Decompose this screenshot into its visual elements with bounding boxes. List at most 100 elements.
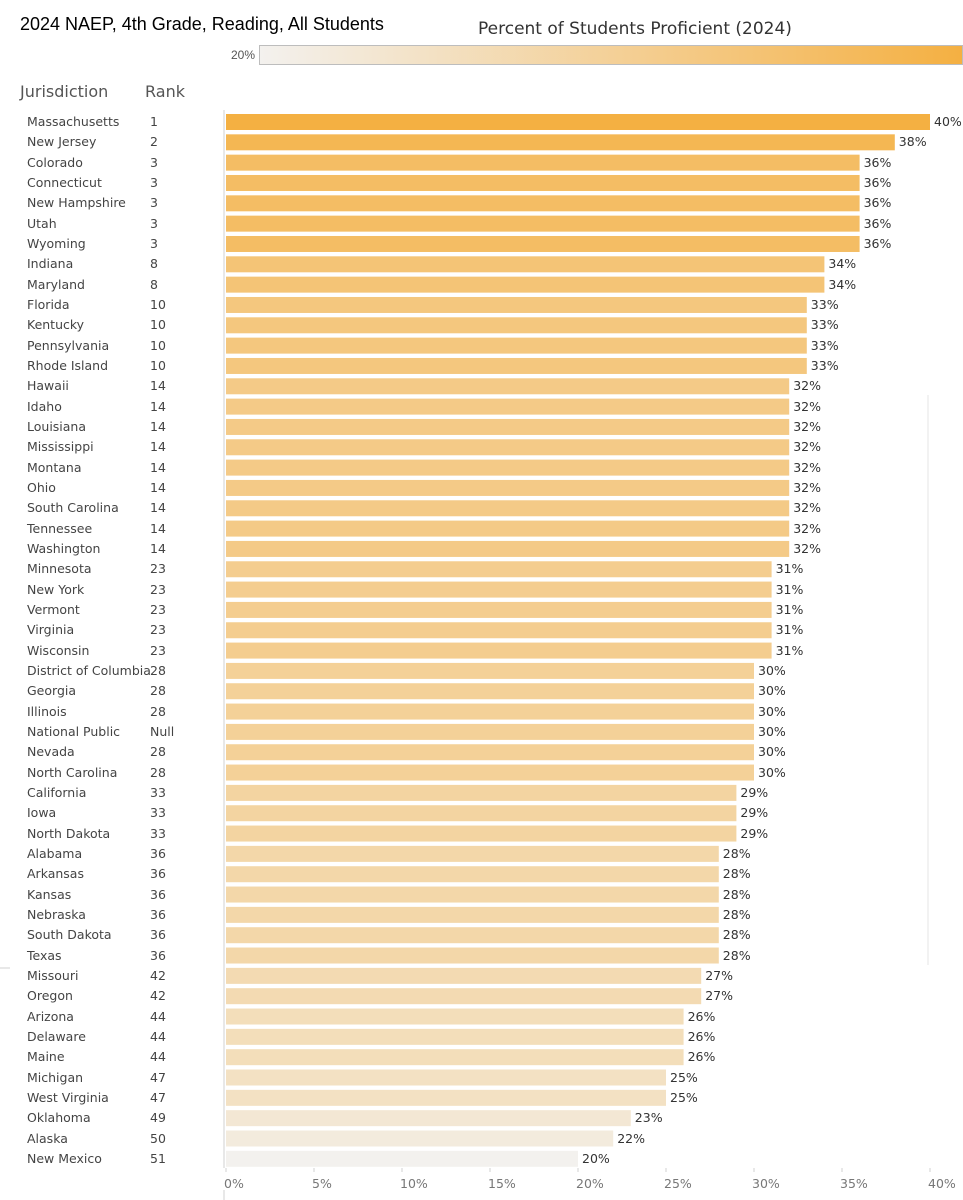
- rank-label: 42: [150, 967, 166, 983]
- jurisdiction-label: Hawaii: [27, 378, 69, 394]
- bar-value-label: 26%: [687, 1028, 716, 1044]
- jurisdiction-label: Montana: [27, 459, 82, 475]
- bar-value-label: 28%: [722, 886, 751, 902]
- rank-label: 10: [150, 317, 166, 333]
- bar-texas: [226, 947, 719, 964]
- rank-label: 3: [150, 195, 158, 211]
- jurisdiction-label: Alaska: [27, 1130, 68, 1146]
- bar-value-label: 32%: [793, 520, 821, 536]
- x-tick-label: 10%: [400, 1176, 428, 1191]
- jurisdiction-label: Oregon: [27, 988, 73, 1004]
- rank-label: 36: [150, 927, 166, 943]
- bar-maryland: [226, 276, 825, 293]
- bar-value-label: 31%: [775, 642, 804, 658]
- rank-label: 23: [150, 622, 166, 638]
- bar-value-label: 32%: [793, 540, 821, 556]
- bar-value-label: 36%: [863, 154, 892, 170]
- bar-idaho: [226, 398, 790, 415]
- bar-value-label: 32%: [793, 439, 821, 455]
- bar-value-label: 27%: [705, 967, 733, 983]
- bar-hawaii: [226, 378, 790, 395]
- jurisdiction-label: Maine: [27, 1049, 65, 1065]
- bar-west-virginia: [226, 1089, 666, 1106]
- x-tick-label: 25%: [664, 1176, 692, 1191]
- bar-value-label: 30%: [758, 683, 786, 699]
- jurisdiction-label: North Carolina: [27, 764, 118, 780]
- bar-value-label: 38%: [898, 134, 927, 150]
- bar-california: [226, 784, 737, 801]
- jurisdiction-label: Mississippi: [27, 439, 94, 455]
- bar-wisconsin: [226, 642, 772, 659]
- rank-label: 44: [150, 1008, 166, 1024]
- bar-north-dakota: [226, 825, 737, 842]
- rank-label: 28: [150, 703, 166, 719]
- bar-value-label: 33%: [810, 296, 839, 312]
- bar-washington: [226, 540, 790, 557]
- rank-label: Null: [150, 723, 175, 739]
- jurisdiction-label: Louisiana: [27, 418, 87, 434]
- bar-north-carolina: [226, 764, 754, 781]
- bar-value-label: 34%: [828, 276, 857, 292]
- bar-value-label: 30%: [758, 703, 786, 719]
- jurisdiction-label: Illinois: [27, 703, 67, 719]
- jurisdiction-label: Washington: [27, 540, 101, 556]
- bar-minnesota: [226, 561, 772, 578]
- bar-value-label: 30%: [758, 764, 786, 780]
- jurisdiction-label: Wisconsin: [27, 642, 90, 658]
- bar-value-label: 32%: [793, 418, 821, 434]
- bar-value-label: 32%: [793, 459, 821, 475]
- jurisdiction-column-header: Jurisdiction: [20, 82, 109, 101]
- rank-label: 33: [150, 784, 166, 800]
- bar-michigan: [226, 1069, 666, 1086]
- jurisdiction-label: New Jersey: [27, 134, 97, 150]
- bar-oregon: [226, 988, 702, 1005]
- bar-ohio: [226, 479, 790, 496]
- jurisdiction-label: Virginia: [27, 622, 75, 638]
- jurisdiction-label: Pennsylvania: [27, 337, 110, 353]
- bar-value-label: 36%: [863, 235, 892, 251]
- bar-district-of-columbia: [226, 662, 754, 679]
- bar-florida: [226, 296, 807, 313]
- bar-value-label: 31%: [775, 601, 804, 617]
- jurisdiction-label: Connecticut: [27, 174, 102, 190]
- legend-title: Percent of Students Proficient (2024): [478, 19, 792, 39]
- rank-label: 23: [150, 561, 166, 577]
- bar-alaska: [226, 1130, 614, 1147]
- jurisdiction-label: Vermont: [27, 601, 80, 617]
- rank-label: 14: [150, 418, 166, 434]
- rank-label: 28: [150, 744, 166, 760]
- bar-south-carolina: [226, 500, 790, 517]
- rank-label: 14: [150, 459, 166, 475]
- bar-utah: [226, 215, 860, 232]
- bar-value-label: 30%: [758, 662, 786, 678]
- bar-south-dakota: [226, 927, 719, 944]
- bar-value-label: 28%: [722, 845, 751, 861]
- page-title: 2024 NAEP, 4th Grade, Reading, All Stude…: [20, 14, 384, 34]
- rank-label: 23: [150, 642, 166, 658]
- rank-column-header: Rank: [145, 82, 185, 101]
- jurisdiction-label: Georgia: [27, 683, 77, 699]
- jurisdiction-label: Nebraska: [27, 906, 86, 922]
- bar-louisiana: [226, 418, 790, 435]
- bar-new-york: [226, 581, 772, 598]
- bar-montana: [226, 459, 790, 476]
- bar-arizona: [226, 1008, 684, 1025]
- bar-value-label: 36%: [863, 195, 892, 211]
- bar-value-label: 33%: [810, 337, 839, 353]
- bar-arkansas: [226, 866, 719, 883]
- bar-value-label: 31%: [775, 622, 804, 638]
- jurisdiction-label: Ohio: [27, 479, 56, 495]
- bar-value-label: 33%: [810, 317, 839, 333]
- jurisdiction-label: Minnesota: [27, 561, 92, 577]
- bar-value-label: 26%: [687, 1008, 716, 1024]
- jurisdiction-label: Utah: [27, 215, 57, 231]
- bar-value-label: 40%: [934, 114, 962, 129]
- jurisdiction-label: Arizona: [27, 1008, 74, 1024]
- bar-value-label: 20%: [582, 1150, 610, 1166]
- jurisdiction-label: Nevada: [27, 744, 75, 760]
- x-tick-label: 20%: [576, 1176, 604, 1191]
- rank-label: 42: [150, 988, 166, 1004]
- rank-label: 10: [150, 296, 166, 312]
- rank-label: 33: [150, 825, 166, 841]
- rank-label: 14: [150, 540, 166, 556]
